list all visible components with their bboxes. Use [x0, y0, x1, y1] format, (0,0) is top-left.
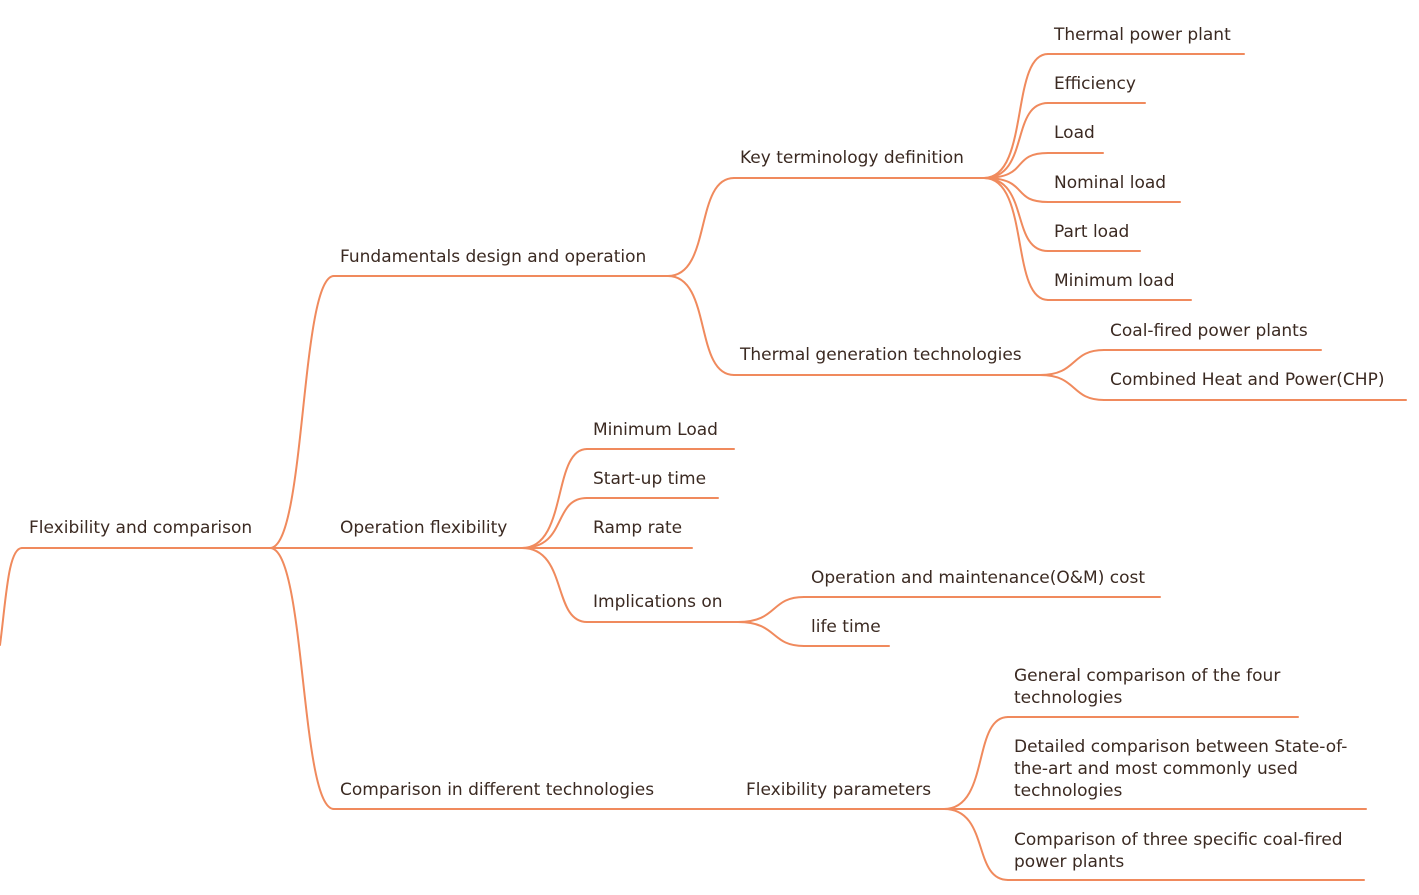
operation-item-node-label[interactable]: Ramp rate — [593, 518, 683, 538]
implications-node-label[interactable]: Implications on — [593, 592, 723, 612]
connector-term-5 — [983, 177, 1049, 252]
connector-implication-2 — [737, 621, 805, 647]
technology-node-label[interactable]: Combined Heat and Power(CHP) — [1110, 370, 1385, 390]
connector-term-3 — [983, 152, 1049, 179]
connector-to-thermal-generation — [667, 275, 735, 376]
connector-operation-item-1 — [521, 448, 588, 549]
term-node-label[interactable]: Part load — [1054, 222, 1130, 242]
term-node-label[interactable]: Thermal power plant — [1054, 25, 1231, 45]
thermal-generation-node-label[interactable]: Thermal generation technologies — [740, 345, 1022, 365]
connector-root-to-comparison — [269, 547, 335, 810]
connector-term-2 — [983, 102, 1049, 179]
root-stub-connector — [0, 547, 23, 646]
root-node-label[interactable]: Flexibility and comparison — [29, 518, 253, 538]
fundamentals-node-label[interactable]: Fundamentals design and operation — [340, 247, 647, 267]
connector-term-4 — [983, 177, 1049, 203]
operation-item-node-label[interactable]: Minimum Load — [593, 420, 718, 440]
connector-implication-1 — [737, 596, 805, 623]
comparison-item-node-label[interactable]: General comparison of the four technolog… — [1014, 666, 1281, 708]
term-node-label[interactable]: Load — [1054, 123, 1095, 143]
comparison-node-label[interactable]: Comparison in different technologies — [340, 780, 655, 800]
implication-node-label[interactable]: Operation and maintenance(O&M) cost — [811, 568, 1146, 588]
connector-root-to-fundamentals — [269, 275, 335, 549]
key-terminology-node-label[interactable]: Key terminology definition — [740, 148, 964, 168]
flexibility-parameters-node-label[interactable]: Flexibility parameters — [746, 780, 932, 800]
term-node-label[interactable]: Nominal load — [1054, 173, 1167, 193]
connector-comparison-item-3 — [943, 808, 1009, 881]
connector-to-key-terminology — [667, 177, 735, 277]
technology-node-label[interactable]: Coal-fired power plants — [1110, 321, 1308, 341]
operation-flexibility-node-label[interactable]: Operation flexibility — [340, 518, 508, 538]
term-node-label[interactable]: Efficiency — [1054, 74, 1136, 94]
term-node-label[interactable]: Minimum load — [1054, 271, 1175, 291]
connector-operation-item-2 — [521, 497, 588, 549]
connector-technology-2 — [1039, 374, 1105, 401]
connector-term-6 — [983, 177, 1049, 301]
connector-technology-1 — [1039, 349, 1105, 376]
connector-term-1 — [983, 53, 1049, 179]
operation-item-node-label[interactable]: Start-up time — [593, 469, 707, 489]
connector-operation-item-4 — [521, 547, 588, 623]
comparison-item-node-label[interactable]: Comparison of three specific coal-fired … — [1014, 830, 1343, 872]
implication-node-label[interactable]: life time — [811, 617, 881, 637]
connector-comparison-item-1 — [943, 716, 1009, 810]
comparison-item-node-label[interactable]: Detailed comparison between State-of-the… — [1014, 737, 1348, 801]
